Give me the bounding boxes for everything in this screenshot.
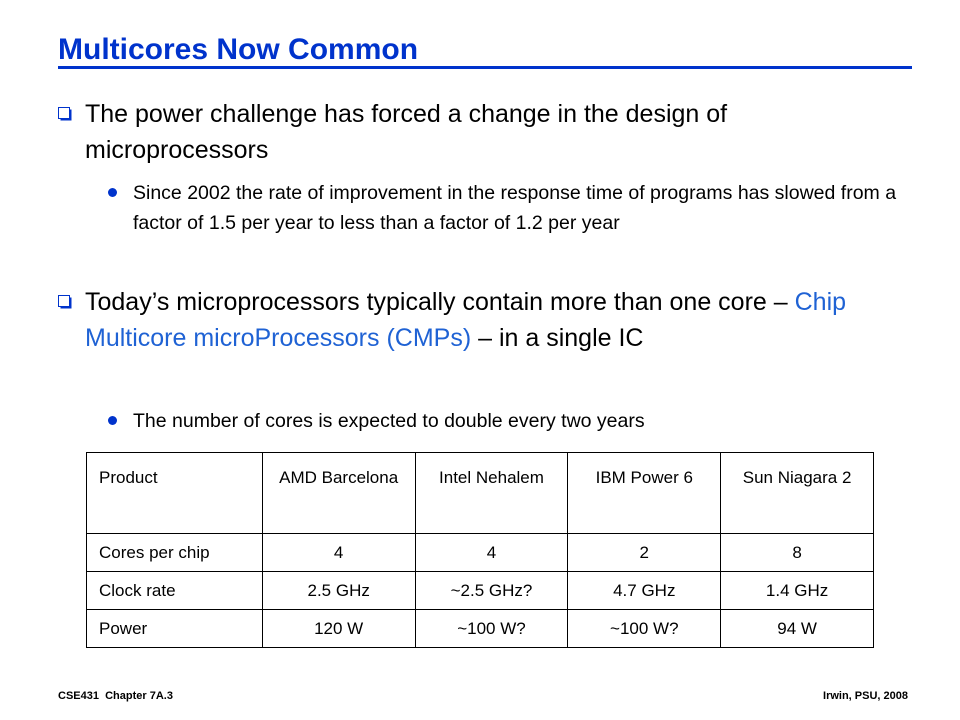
table-cell: ~100 W? <box>414 609 569 648</box>
bullet-text-after: – in a single IC <box>471 324 644 352</box>
table-cell: 4.7 GHz <box>567 571 722 610</box>
table-header-cell: Product <box>86 452 263 534</box>
table-header-cell: IBM Power 6 <box>567 452 722 534</box>
table-header-cell: AMD Barcelona <box>261 452 416 534</box>
subbullet-response-time: Since 2002 the rate of improvement in th… <box>108 178 898 238</box>
bullet-text: Today’s microprocessors typically contai… <box>85 284 888 356</box>
square-bullet-icon <box>58 295 72 309</box>
bullet-power-challenge: The power challenge has forced a change … <box>58 96 888 168</box>
table-cell: 94 W <box>720 609 874 648</box>
footer-author: Irwin, PSU, 2008 <box>823 690 908 702</box>
table-cell: 4 <box>261 533 416 572</box>
cmp-highlight: Chip Multicore microProcessors (CMPs) <box>85 288 847 352</box>
table-header-row: Product AMD Barcelona Intel Nehalem IBM … <box>86 452 874 534</box>
table-cell: ~100 W? <box>567 609 722 648</box>
round-bullet-icon <box>108 188 117 197</box>
round-bullet-icon <box>108 416 117 425</box>
table-row-label: Clock rate <box>86 571 263 610</box>
bullet-multicore: Today’s microprocessors typically contai… <box>58 284 888 356</box>
table-header-cell: Sun Niagara 2 <box>720 452 874 534</box>
table-cell: 1.4 GHz <box>720 571 874 610</box>
table-row-label: Cores per chip <box>86 533 263 572</box>
table-row: Clock rate 2.5 GHz ~2.5 GHz? 4.7 GHz 1.4… <box>86 571 874 610</box>
table-cell: 2 <box>567 533 722 572</box>
bullet-text-before: Today’s microprocessors typically contai… <box>85 288 795 316</box>
table-cell: 2.5 GHz <box>261 571 416 610</box>
slide-title: Multicores Now Common <box>58 33 419 66</box>
subbullet-text: Since 2002 the rate of improvement in th… <box>133 182 897 234</box>
table-row-label: Power <box>86 609 263 648</box>
table-row: Power 120 W ~100 W? ~100 W? 94 W <box>86 609 874 648</box>
title-underline <box>58 66 912 69</box>
table-cell: ~2.5 GHz? <box>414 571 569 610</box>
table-cell: 4 <box>414 533 569 572</box>
processor-comparison-table: Product AMD Barcelona Intel Nehalem IBM … <box>86 452 874 648</box>
table-row: Cores per chip 4 4 2 8 <box>86 533 874 572</box>
subbullet-core-doubling: The number of cores is expected to doubl… <box>108 406 898 436</box>
bullet-text: The power challenge has forced a change … <box>85 100 728 164</box>
table-header-cell: Intel Nehalem <box>414 452 569 534</box>
subbullet-text: The number of cores is expected to doubl… <box>133 410 645 432</box>
footer-course: CSE431 Chapter 7A.3 <box>58 690 173 702</box>
square-bullet-icon <box>58 107 72 121</box>
table-cell: 8 <box>720 533 874 572</box>
table-cell: 120 W <box>261 609 416 648</box>
